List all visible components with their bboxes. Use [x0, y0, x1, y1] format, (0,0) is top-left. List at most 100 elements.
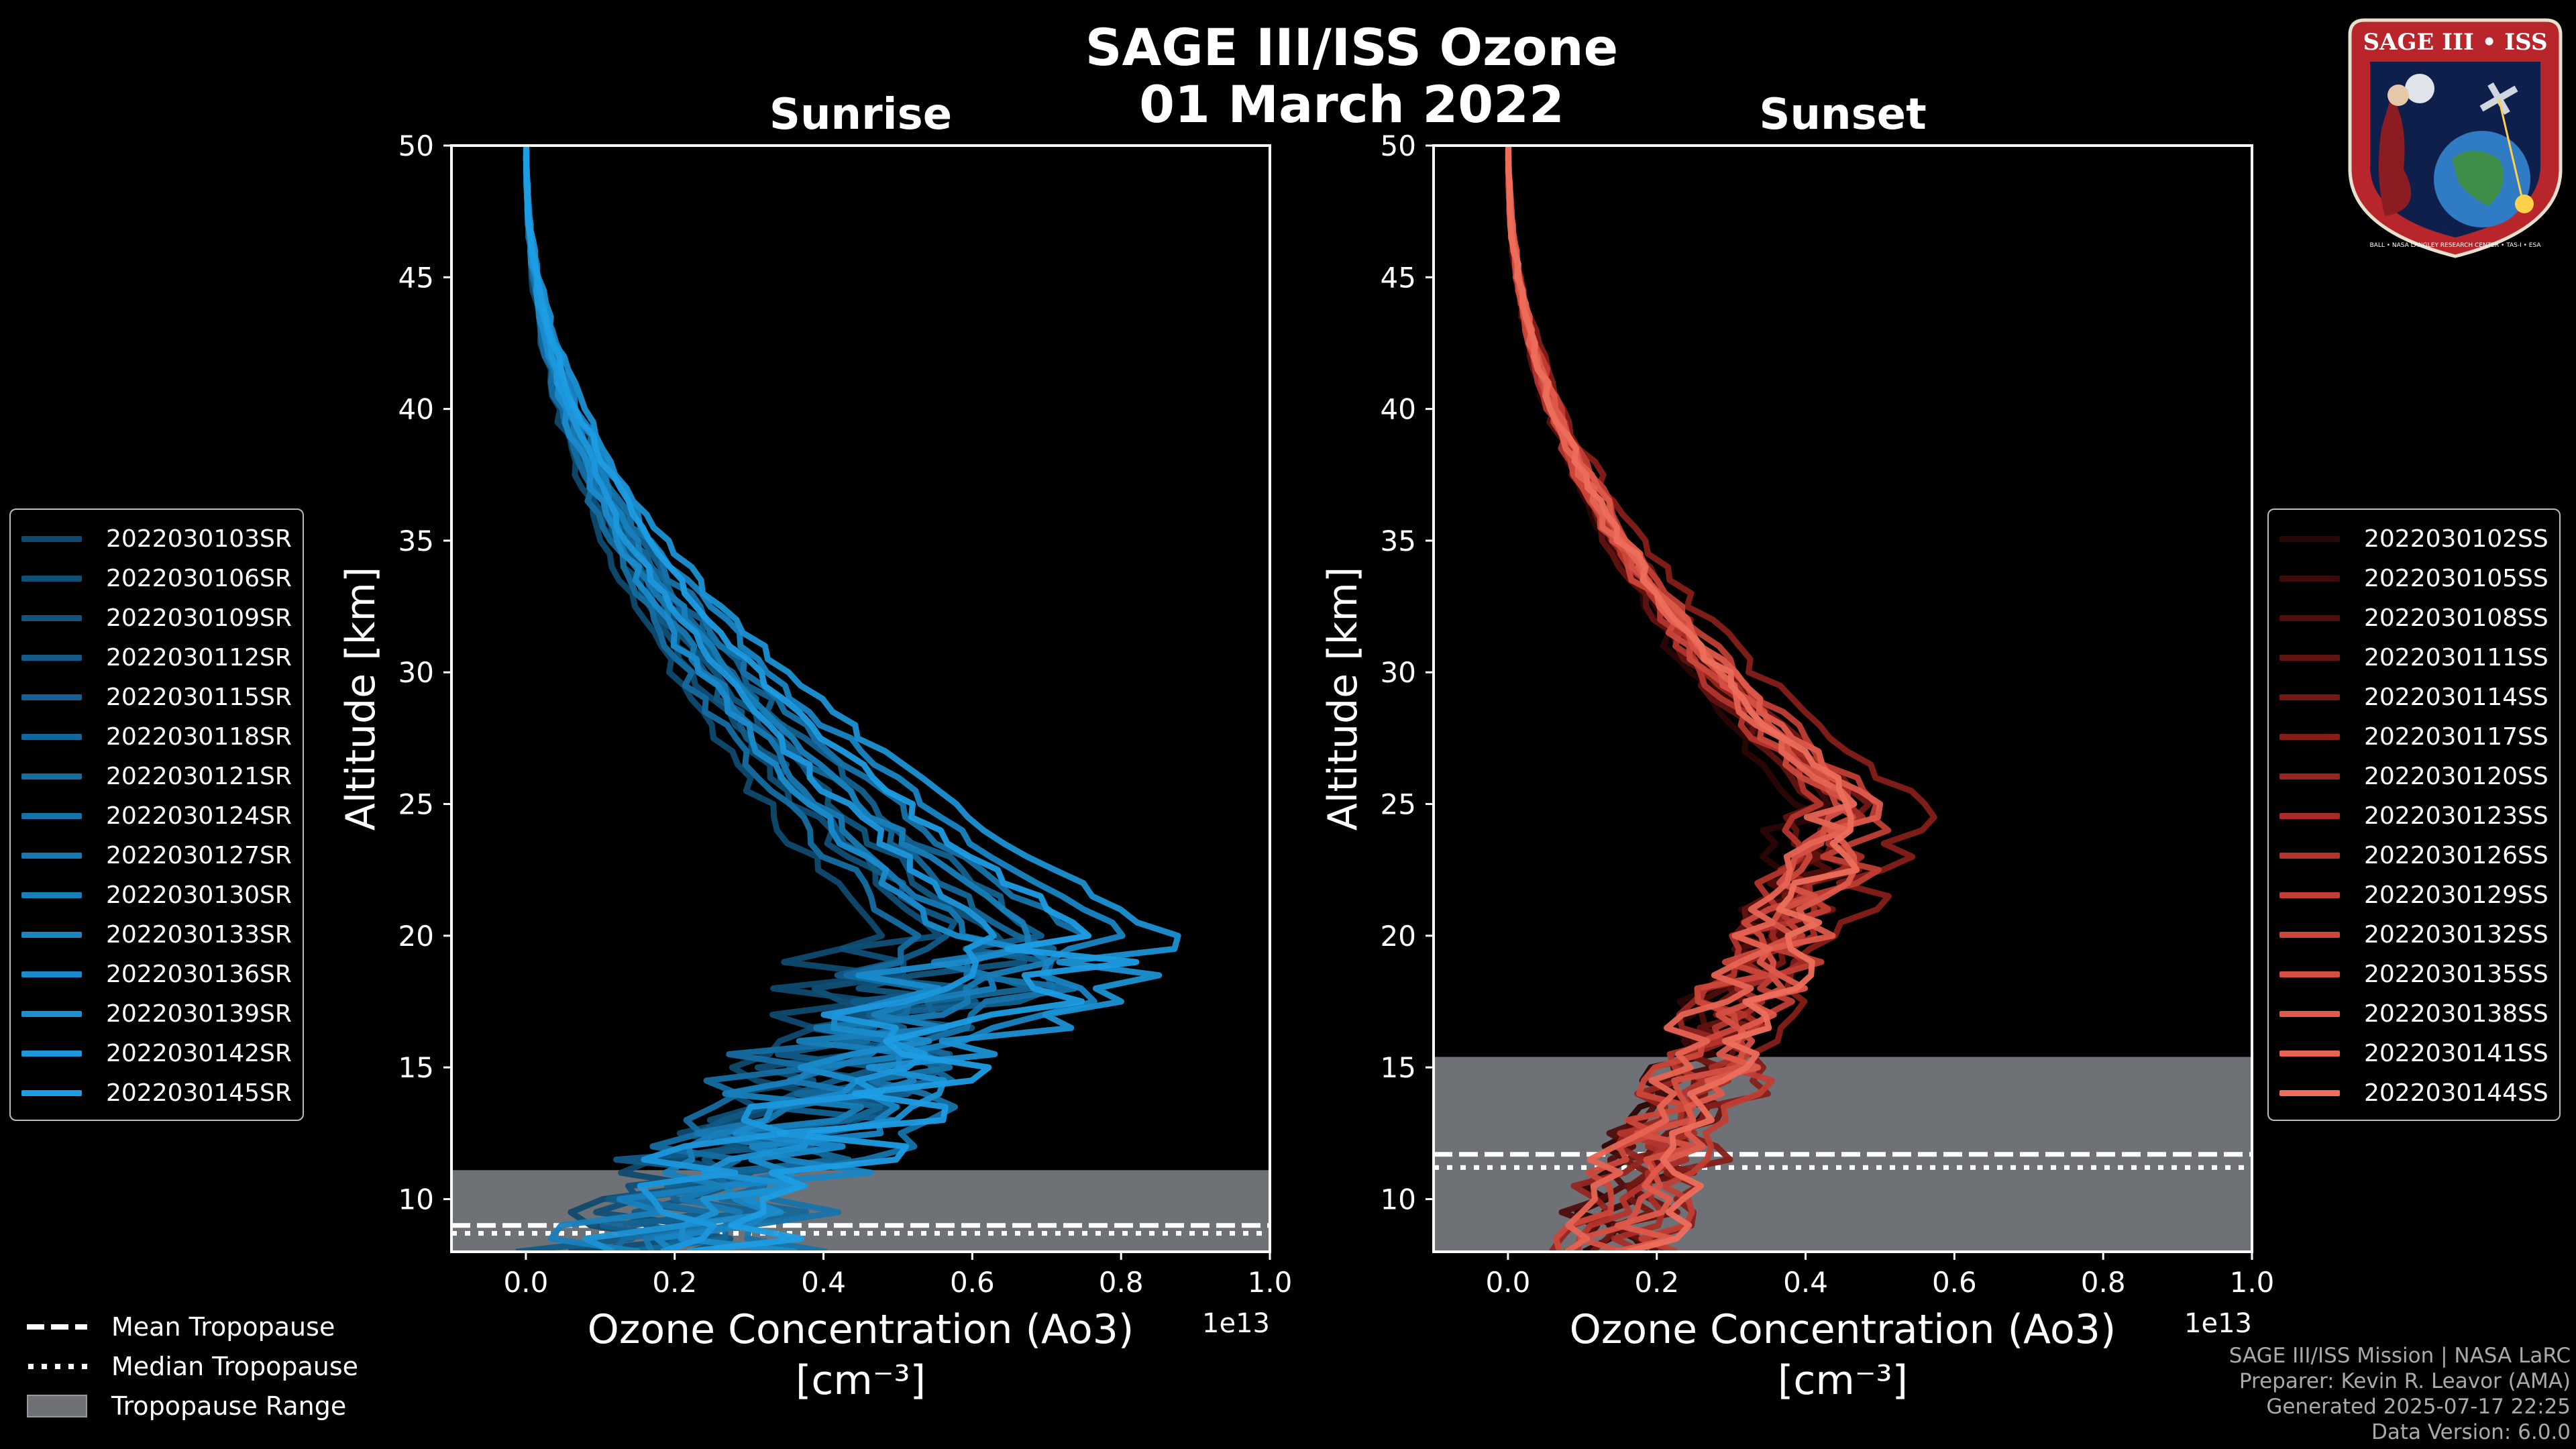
legend-swatch	[21, 971, 82, 977]
legend-item: 2022030124SR	[21, 796, 292, 836]
y-tick-label: 35	[398, 525, 434, 557]
legend-mean-tropopause: Mean Tropopause	[27, 1310, 335, 1344]
legend-swatch	[21, 932, 82, 938]
legend-item: 2022030106SR	[21, 559, 292, 598]
panel-title: Sunrise	[769, 90, 952, 140]
legend-label: 2022030136SR	[106, 961, 292, 988]
x-axis-label: Ozone Concentration (Ao3)	[588, 1306, 1134, 1353]
x-tick-label: 0.2	[1634, 1266, 1679, 1299]
legend-label: 2022030144SS	[2364, 1079, 2548, 1107]
legend-label: 2022030123SS	[2364, 802, 2548, 830]
x-tick-label: 1.0	[1248, 1266, 1293, 1299]
y-tick-label: 20	[1381, 920, 1416, 953]
range-patch-swatch	[27, 1395, 87, 1417]
legend-item: 2022030103SR	[21, 519, 292, 559]
y-tick-label: 20	[398, 920, 434, 953]
legend-label: 2022030103SR	[106, 525, 292, 553]
legend-label: 2022030141SS	[2364, 1040, 2548, 1067]
sun-icon	[2515, 195, 2534, 213]
legend-label: 2022030124SR	[106, 802, 292, 830]
legend-swatch	[2279, 813, 2340, 819]
legend-swatch	[21, 773, 82, 780]
logo-ring-text: BALL • NASA LANGLEY RESEARCH CENTER • TA…	[2369, 242, 2541, 249]
legend-swatch	[2279, 932, 2340, 938]
sunset-chart: Sunset 0.0 0.2 0.4 0.6 0.8 1.0 10 15 20 25 30 35 40 45…	[1320, 90, 2274, 1404]
footer-credits: SAGE III/ISS Mission | NASA LaRC Prepare…	[2229, 1343, 2571, 1445]
y-tick-label: 10	[1381, 1183, 1416, 1216]
y-tick-label: 50	[398, 129, 434, 162]
legend-item: 2022030145SR	[21, 1073, 292, 1113]
legend-label: 2022030118SR	[106, 723, 292, 751]
legend-label: 2022030111SS	[2364, 644, 2548, 672]
legend-label: 2022030114SS	[2364, 684, 2548, 711]
figure-title-line2: 01 March 2022	[1139, 74, 1564, 134]
legend-label: 2022030105SS	[2364, 565, 2548, 592]
legend-item: 2022030115SR	[21, 678, 292, 717]
legend-median-tropopause-label: Median Tropopause	[111, 1352, 358, 1381]
legend-item: 2022030121SR	[21, 757, 292, 796]
legend-label: 2022030142SR	[106, 1040, 292, 1067]
x-tick-label: 0.8	[2081, 1266, 2126, 1299]
x-tick-label: 0.0	[1486, 1266, 1531, 1299]
legend-label: 2022030112SR	[106, 644, 292, 672]
legend-swatch	[21, 734, 82, 740]
legend-swatch	[21, 694, 82, 700]
plot-frame	[1432, 144, 2253, 1253]
x-axis-unit-label: [cm⁻³]	[796, 1357, 926, 1404]
legend-item: 2022030120SS	[2279, 757, 2548, 796]
legend-label: 2022030115SR	[106, 684, 292, 711]
profile-lines	[1505, 146, 1937, 1252]
legend-swatch	[2279, 655, 2340, 661]
legend-item: 2022030135SS	[2279, 955, 2548, 994]
legend-swatch	[21, 813, 82, 819]
legend-item: 2022030136SR	[21, 955, 292, 994]
legend-label: 2022030129SS	[2364, 881, 2548, 909]
y-tick-label: 25	[398, 788, 434, 821]
sunrise-legend: 2022030103SR 2022030106SR 2022030109SR 2022…	[9, 508, 304, 1121]
legend-swatch	[21, 1051, 82, 1057]
legend-swatch	[21, 892, 82, 898]
legend-label: 2022030109SR	[106, 604, 292, 632]
legend-item: 2022030127SR	[21, 836, 292, 875]
logo-title-text: SAGE III • ISS	[2363, 29, 2547, 56]
profile-2022030144SS	[1505, 146, 1860, 1252]
legend-swatch	[21, 536, 82, 542]
astronomer-figure-icon	[2379, 95, 2412, 216]
profile-lines	[515, 146, 1181, 1252]
legend-swatch	[21, 1090, 82, 1096]
y-axis-label: Altitude [km]	[337, 567, 384, 831]
legend-item: 2022030142SR	[21, 1034, 292, 1073]
legend-swatch	[21, 655, 82, 661]
legend-swatch	[2279, 576, 2340, 582]
legend-swatch	[2279, 734, 2340, 740]
x-scale-factor-label: 1e13	[2184, 1308, 2252, 1339]
y-tick-label: 10	[398, 1183, 434, 1216]
legend-swatch	[2279, 853, 2340, 859]
x-axis-unit-label: [cm⁻³]	[1778, 1357, 1908, 1404]
legend-swatch	[2279, 536, 2340, 542]
panel-title: Sunset	[1759, 90, 1926, 140]
y-tick-label: 15	[398, 1051, 434, 1084]
legend-label: 2022030106SR	[106, 565, 292, 592]
plot-frame	[450, 144, 1271, 1253]
legend-label: 2022030145SR	[106, 1079, 292, 1107]
legend-item: 2022030118SR	[21, 717, 292, 757]
legend-label: 2022030132SS	[2364, 921, 2548, 949]
legend-swatch	[2279, 971, 2340, 977]
y-tick-label: 30	[398, 656, 434, 689]
y-tick-label: 15	[1381, 1051, 1416, 1084]
y-tick-label: 25	[1381, 788, 1416, 821]
legend-swatch	[2279, 1011, 2340, 1017]
legend-item: 2022030141SS	[2279, 1034, 2548, 1073]
legend-label: 2022030120SS	[2364, 763, 2548, 790]
legend-item: 2022030139SR	[21, 994, 292, 1034]
legend-swatch	[2279, 892, 2340, 898]
legend-label: 2022030121SR	[106, 763, 292, 790]
x-tick-label: 0.6	[1932, 1266, 1977, 1299]
legend-label: 2022030138SS	[2364, 1000, 2548, 1028]
y-tick-label: 40	[1381, 393, 1416, 426]
legend-item: 2022030114SS	[2279, 678, 2548, 717]
legend-item: 2022030117SS	[2279, 717, 2548, 757]
y-tick-label: 45	[1381, 261, 1416, 294]
legend-swatch	[2279, 1090, 2340, 1096]
